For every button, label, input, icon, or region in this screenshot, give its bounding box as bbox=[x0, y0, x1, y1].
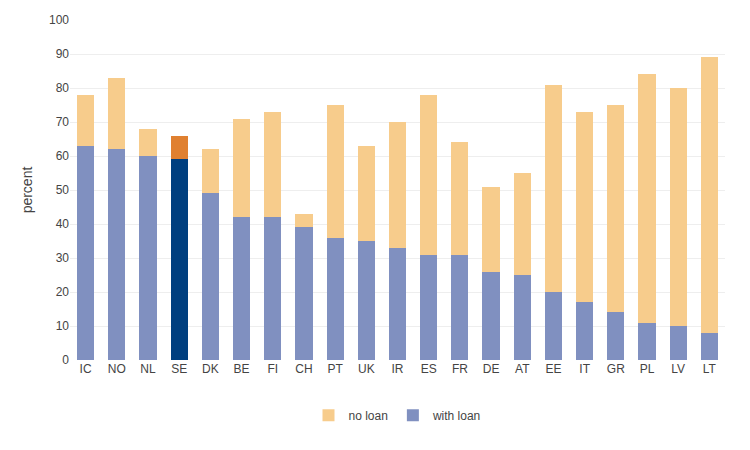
svg-text:GR: GR bbox=[607, 362, 625, 376]
svg-text:AT: AT bbox=[515, 362, 530, 376]
svg-text:60: 60 bbox=[56, 149, 70, 163]
svg-text:DE: DE bbox=[483, 362, 500, 376]
svg-text:100: 100 bbox=[49, 13, 69, 27]
svg-text:90: 90 bbox=[56, 47, 70, 61]
svg-text:IT: IT bbox=[579, 362, 590, 376]
svg-text:NO: NO bbox=[108, 362, 126, 376]
svg-text:percent: percent bbox=[19, 167, 35, 214]
svg-text:70: 70 bbox=[56, 115, 70, 129]
svg-text:EE: EE bbox=[545, 362, 561, 376]
svg-text:PT: PT bbox=[327, 362, 343, 376]
svg-text:NL: NL bbox=[140, 362, 156, 376]
svg-text:10: 10 bbox=[56, 319, 70, 333]
svg-text:50: 50 bbox=[56, 183, 70, 197]
svg-text:20: 20 bbox=[56, 285, 70, 299]
svg-text:no loan: no loan bbox=[349, 409, 388, 423]
svg-text:with loan: with loan bbox=[432, 409, 480, 423]
svg-text:UK: UK bbox=[358, 362, 375, 376]
svg-text:ES: ES bbox=[421, 362, 437, 376]
svg-text:FR: FR bbox=[452, 362, 468, 376]
svg-text:LT: LT bbox=[703, 362, 717, 376]
svg-text:CH: CH bbox=[295, 362, 312, 376]
svg-text:0: 0 bbox=[62, 353, 69, 367]
svg-text:FI: FI bbox=[267, 362, 278, 376]
svg-text:SE: SE bbox=[171, 362, 187, 376]
svg-text:IC: IC bbox=[80, 362, 92, 376]
svg-text:80: 80 bbox=[56, 81, 70, 95]
svg-text:DK: DK bbox=[202, 362, 219, 376]
svg-text:40: 40 bbox=[56, 217, 70, 231]
svg-text:PL: PL bbox=[640, 362, 655, 376]
svg-text:BE: BE bbox=[234, 362, 250, 376]
svg-text:IR: IR bbox=[392, 362, 404, 376]
svg-text:30: 30 bbox=[56, 251, 70, 265]
svg-text:LV: LV bbox=[671, 362, 685, 376]
